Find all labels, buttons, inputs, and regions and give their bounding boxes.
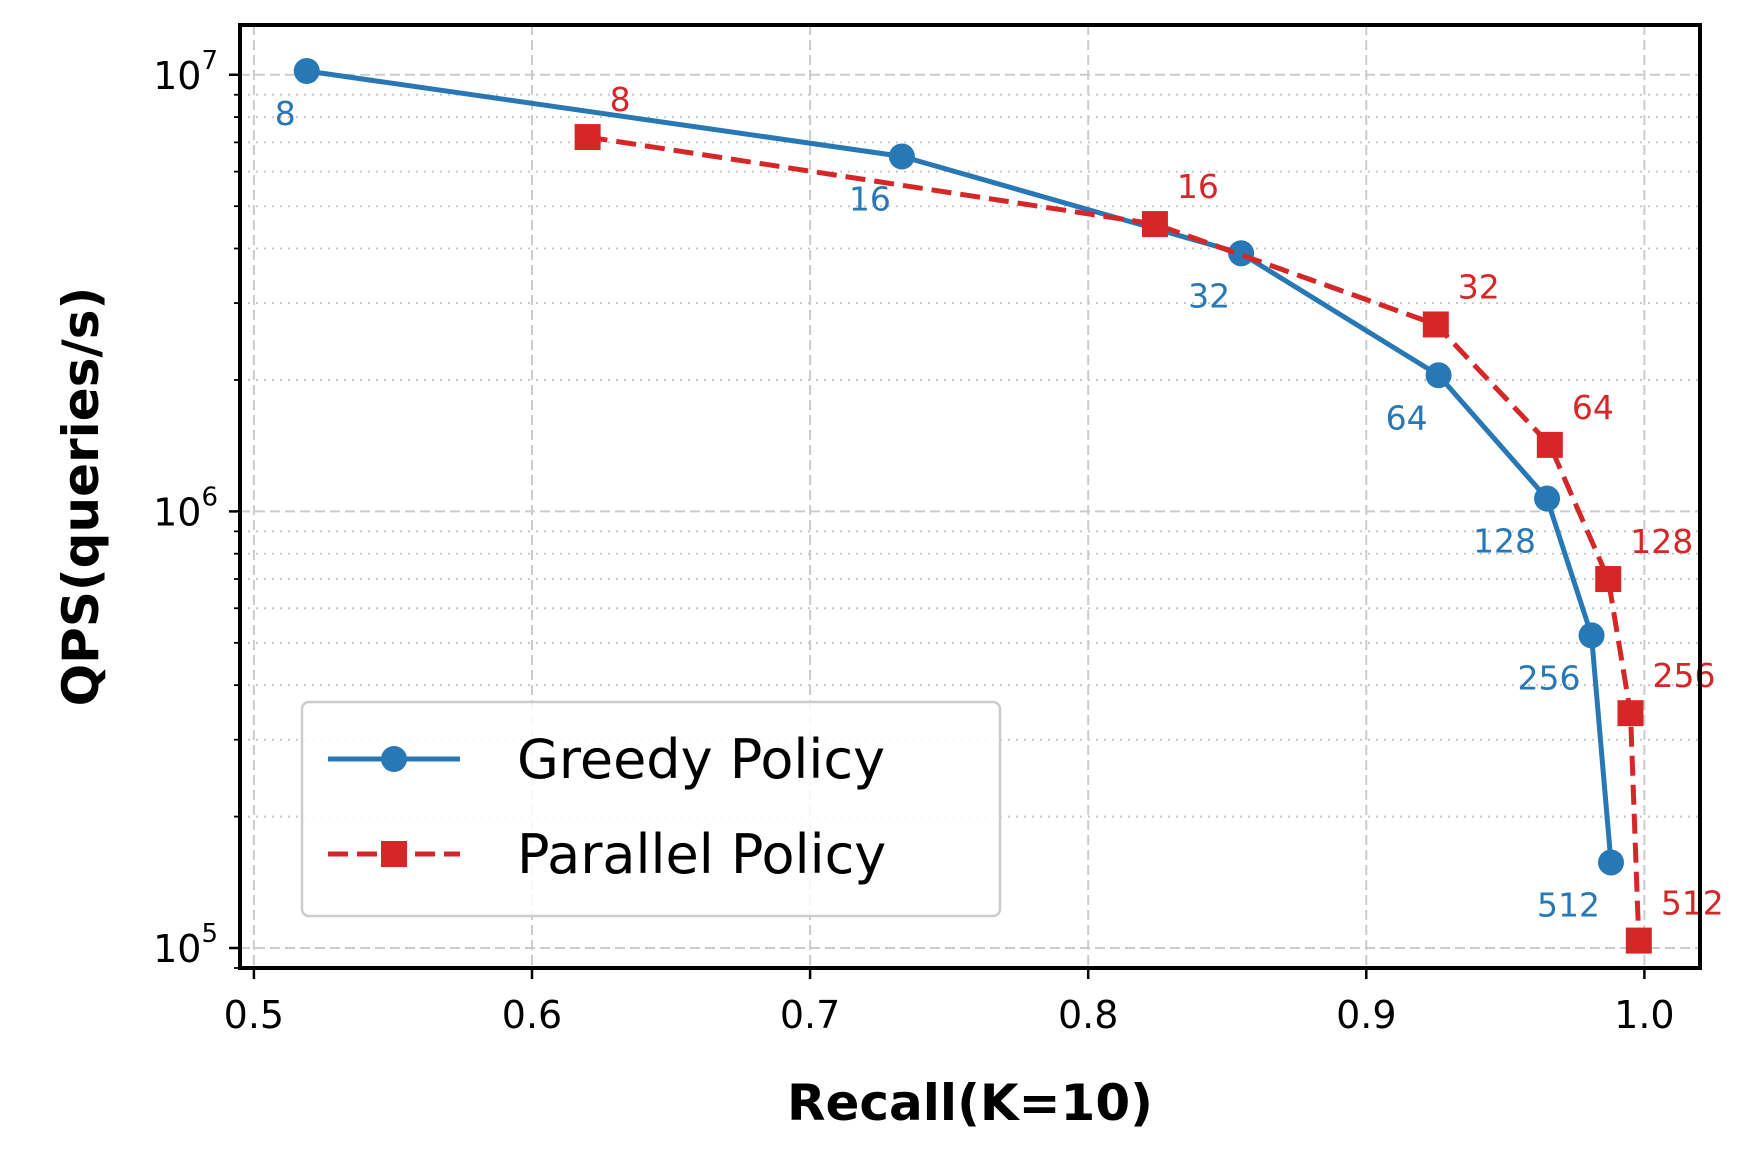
data-label: 8 (610, 80, 631, 119)
legend-sample-greedy (328, 746, 460, 772)
y-tick-label: 107 (153, 46, 218, 98)
x-tick-label: 0.5 (224, 993, 284, 1037)
y-tick-exponent: 6 (201, 482, 218, 512)
plot-frame (238, 23, 1702, 970)
data-label: 256 (1518, 658, 1581, 697)
data-point (574, 124, 601, 151)
data-label: 8 (275, 94, 296, 133)
data-point (1598, 849, 1625, 876)
data-label: 16 (849, 179, 891, 218)
data-label: 32 (1188, 276, 1230, 315)
x-tick-label: 1.0 (1614, 993, 1674, 1037)
y-axis-title: QPS(queries/s) (52, 287, 110, 707)
data-point (1578, 622, 1605, 649)
data-point (1425, 362, 1452, 389)
series-greedy (293, 57, 1625, 876)
legend: Greedy Policy Parallel Policy (300, 700, 1002, 918)
data-label: 256 (1652, 656, 1715, 695)
y-tick-label: 106 (153, 482, 218, 534)
y-tick-base: 10 (153, 927, 201, 971)
legend-label-greedy: Greedy Policy (517, 728, 885, 791)
series-layer (293, 57, 1652, 954)
x-axis-title: Recall(K=10) (787, 1074, 1153, 1132)
grid-minor (240, 93, 1700, 969)
y-tick-exponent: 5 (201, 919, 218, 949)
point-labels: 8 16 32 64 128 256 512 8 16 32 64 128 256 512 (275, 80, 1724, 924)
y-tick-label: 105 (153, 919, 218, 971)
data-point (1617, 700, 1644, 727)
data-point (1595, 566, 1622, 593)
data-label: 128 (1630, 522, 1693, 561)
data-point (1625, 927, 1652, 954)
data-label: 64 (1386, 398, 1428, 437)
x-tick-label: 0.9 (1336, 993, 1396, 1037)
data-point (1141, 211, 1168, 238)
legend-marker (381, 746, 407, 772)
data-point (1534, 485, 1561, 512)
data-label: 512 (1537, 885, 1600, 924)
data-label: 128 (1473, 522, 1536, 561)
x-tick-label: 0.8 (1058, 993, 1118, 1037)
data-label: 32 (1458, 267, 1500, 306)
legend-box (300, 700, 1002, 918)
data-label: 16 (1177, 167, 1219, 206)
data-label: 64 (1572, 388, 1614, 427)
y-tick-base: 10 (153, 490, 201, 534)
legend-label-parallel: Parallel Policy (517, 823, 886, 886)
data-point (1536, 431, 1563, 458)
x-tick-label: 0.7 (780, 993, 840, 1037)
y-tick-exponent: 7 (201, 46, 218, 76)
data-point (1422, 311, 1449, 338)
data-point (293, 57, 320, 84)
legend-marker (381, 841, 407, 867)
y-tick-base: 10 (153, 54, 201, 98)
x-tick-label: 0.6 (502, 993, 562, 1037)
data-label: 512 (1661, 884, 1724, 923)
data-point (888, 143, 915, 170)
legend-sample-parallel (328, 841, 460, 867)
series-parallel (574, 124, 1652, 954)
